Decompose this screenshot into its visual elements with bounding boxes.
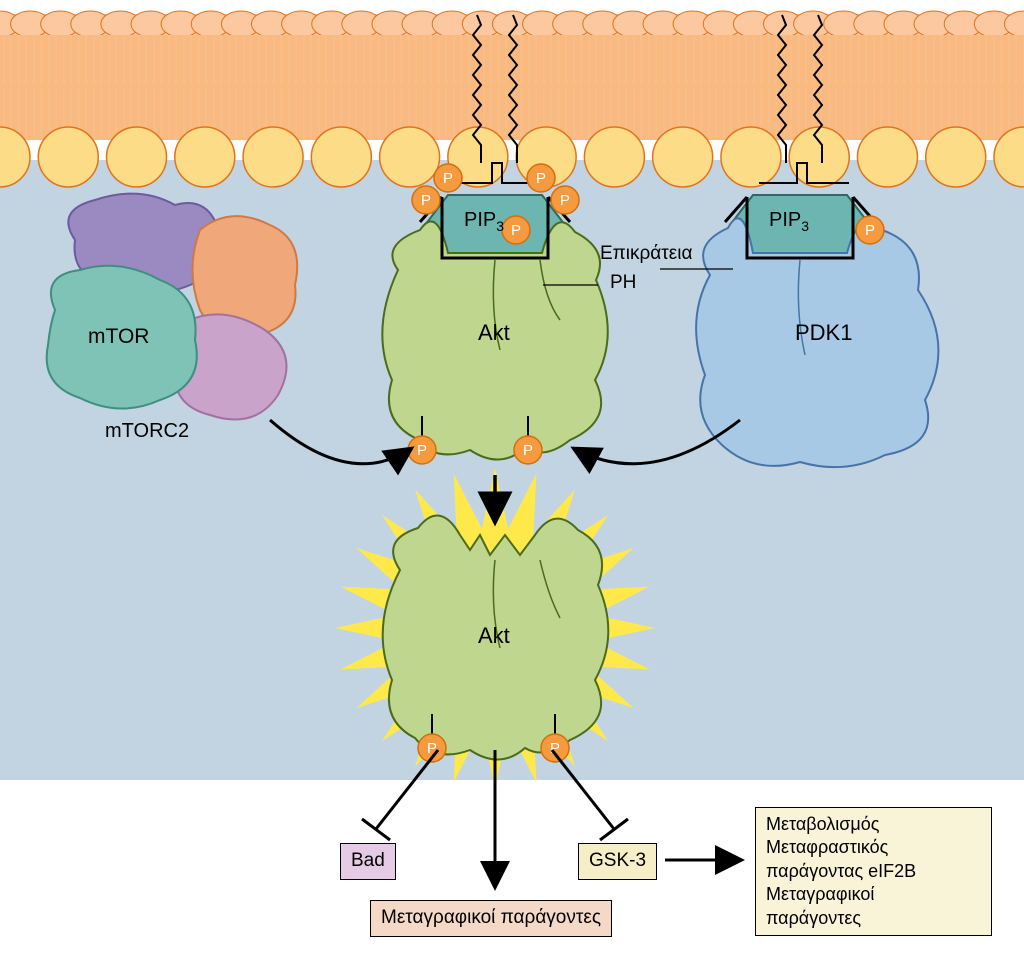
meta-line2: Μεταφραστικός (766, 836, 981, 859)
svg-text:P: P (511, 222, 521, 239)
diagram-canvas: { "canvas": { "width": 1024, "height": 9… (0, 0, 1024, 974)
mtorc2-complex (47, 194, 298, 420)
svg-text:P: P (421, 192, 431, 209)
meta-line5: παράγοντες (766, 907, 981, 930)
tf-box: Μεταγραφικοί παράγοντες (370, 900, 612, 937)
bad-box: Bad (340, 843, 396, 880)
meta-line3: παράγοντας eIF2B (766, 860, 981, 883)
svg-text:P: P (417, 442, 427, 459)
svg-text:P: P (865, 222, 875, 239)
meta-line4: Μεταγραφικοί (766, 883, 981, 906)
svg-text:P: P (443, 170, 453, 187)
svg-text:P: P (536, 170, 546, 187)
akt-activated (383, 516, 609, 760)
svg-text:P: P (523, 442, 533, 459)
svg-text:P: P (560, 192, 570, 209)
top-lipid-heads (0, 11, 1024, 37)
meta-line1: Μεταβολισμός (766, 813, 981, 836)
gsk3-box: GSK-3 (578, 843, 657, 880)
meta-box: Μεταβολισμός Μεταφραστικός παράγοντας eI… (755, 807, 992, 936)
